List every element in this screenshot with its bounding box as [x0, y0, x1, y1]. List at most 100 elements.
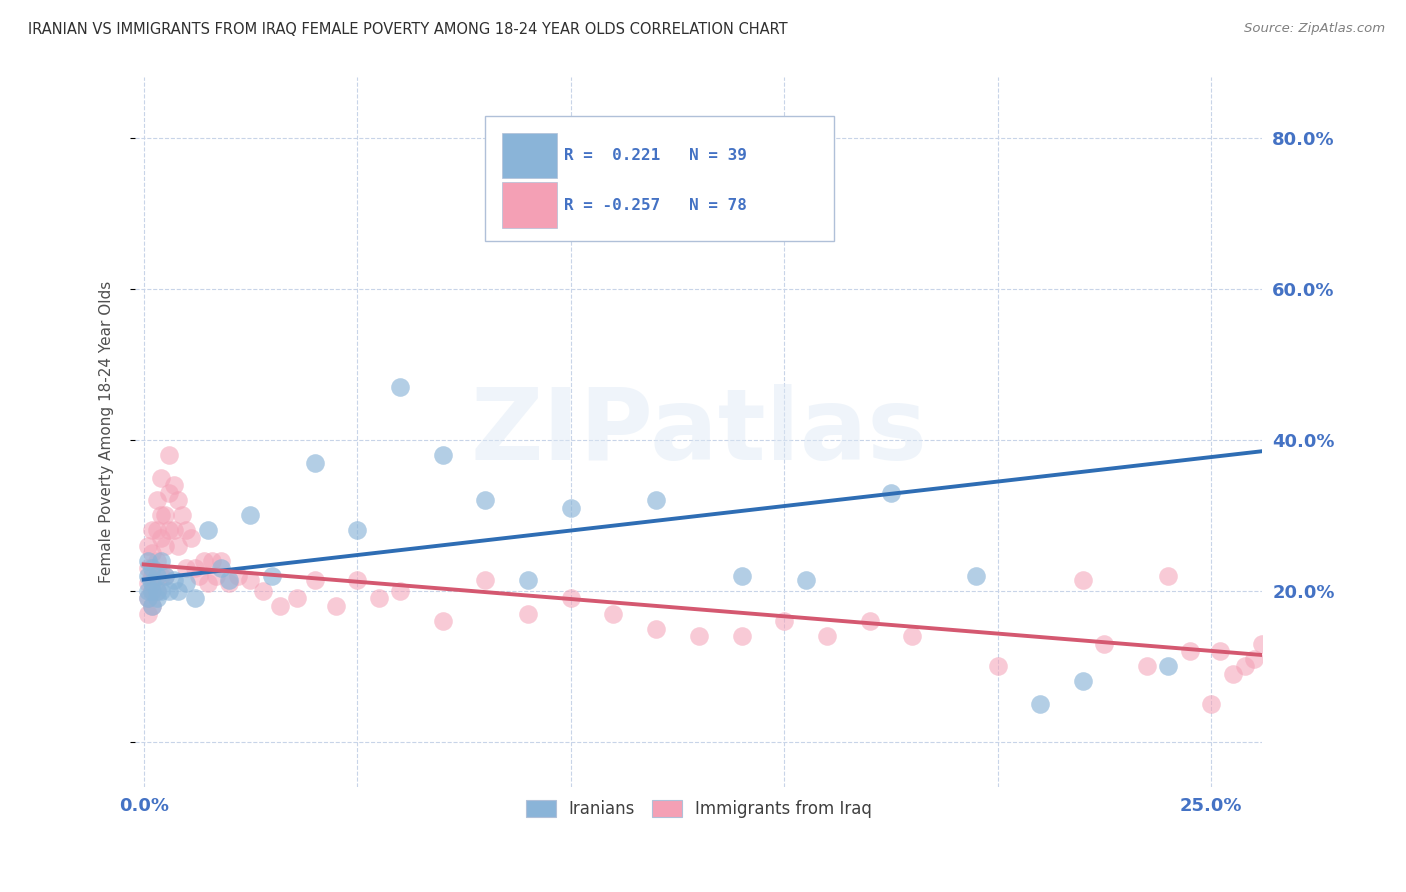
Point [162, 573, 184, 587]
Point [136, 607, 159, 621]
Point [1243, 652, 1265, 666]
Point [136, 539, 159, 553]
Point [157, 485, 180, 500]
Point [145, 583, 167, 598]
Point [141, 583, 163, 598]
Point [517, 607, 540, 621]
Point [346, 524, 368, 538]
Point [153, 568, 176, 582]
Point [136, 583, 159, 598]
Point [180, 531, 202, 545]
Point [1306, 667, 1329, 681]
Point [149, 531, 172, 545]
Point [141, 568, 163, 582]
Point [136, 554, 159, 568]
Point [218, 573, 240, 587]
Point [149, 583, 172, 598]
Point [136, 591, 159, 606]
Point [226, 568, 249, 582]
Point [145, 568, 167, 582]
Point [773, 614, 796, 628]
Point [688, 629, 710, 643]
Point [167, 493, 190, 508]
Y-axis label: Female Poverty Among 18-24 Year Olds: Female Poverty Among 18-24 Year Olds [100, 281, 114, 583]
Point [1222, 667, 1244, 681]
Point [167, 539, 190, 553]
Point [209, 554, 232, 568]
Point [153, 568, 176, 582]
Point [645, 493, 668, 508]
Point [239, 508, 262, 523]
Point [149, 568, 172, 582]
Point [304, 456, 326, 470]
Point [141, 599, 163, 613]
Text: R = -0.257   N = 78: R = -0.257 N = 78 [564, 198, 747, 212]
Point [1094, 637, 1116, 651]
Point [149, 470, 172, 484]
Point [901, 629, 924, 643]
Point [815, 629, 838, 643]
Point [184, 591, 207, 606]
Point [184, 561, 207, 575]
Point [149, 554, 172, 568]
FancyBboxPatch shape [502, 133, 557, 178]
Point [474, 493, 496, 508]
FancyBboxPatch shape [485, 117, 834, 241]
Point [145, 493, 167, 508]
Point [304, 573, 326, 587]
Point [141, 546, 163, 560]
Point [880, 485, 903, 500]
Point [730, 629, 752, 643]
Point [136, 568, 159, 582]
Point [176, 576, 198, 591]
Point [188, 568, 211, 582]
Point [157, 448, 180, 462]
Point [145, 524, 167, 538]
Point [269, 599, 291, 613]
Point [141, 561, 163, 575]
Point [1285, 674, 1308, 689]
Point [145, 583, 167, 598]
Point [157, 583, 180, 598]
Point [218, 576, 240, 591]
Point [209, 561, 232, 575]
Point [141, 599, 163, 613]
Point [1071, 674, 1094, 689]
Point [794, 573, 817, 587]
Point [197, 524, 219, 538]
Point [367, 591, 389, 606]
Point [432, 448, 454, 462]
Point [287, 591, 309, 606]
Point [325, 599, 347, 613]
Point [141, 583, 163, 598]
Point [1157, 659, 1180, 673]
Point [388, 380, 411, 394]
Point [1277, 652, 1299, 666]
Point [176, 561, 198, 575]
Text: Source: ZipAtlas.com: Source: ZipAtlas.com [1244, 22, 1385, 36]
Text: R =  0.221   N = 39: R = 0.221 N = 39 [564, 148, 747, 163]
Point [141, 524, 163, 538]
Point [145, 554, 167, 568]
Point [252, 583, 274, 598]
Point [1234, 659, 1257, 673]
Point [987, 659, 1010, 673]
Point [145, 591, 167, 606]
FancyBboxPatch shape [502, 183, 557, 227]
Point [149, 508, 172, 523]
Point [517, 573, 540, 587]
Point [965, 568, 987, 582]
Point [260, 568, 283, 582]
Point [1251, 637, 1274, 651]
Point [157, 524, 180, 538]
Point [153, 508, 176, 523]
Point [1136, 659, 1159, 673]
Point [858, 614, 880, 628]
Text: ZIPatlas: ZIPatlas [471, 384, 927, 481]
Point [645, 622, 668, 636]
Point [205, 568, 228, 582]
Point [432, 614, 454, 628]
Point [602, 607, 624, 621]
Point [474, 573, 496, 587]
Point [136, 576, 159, 591]
